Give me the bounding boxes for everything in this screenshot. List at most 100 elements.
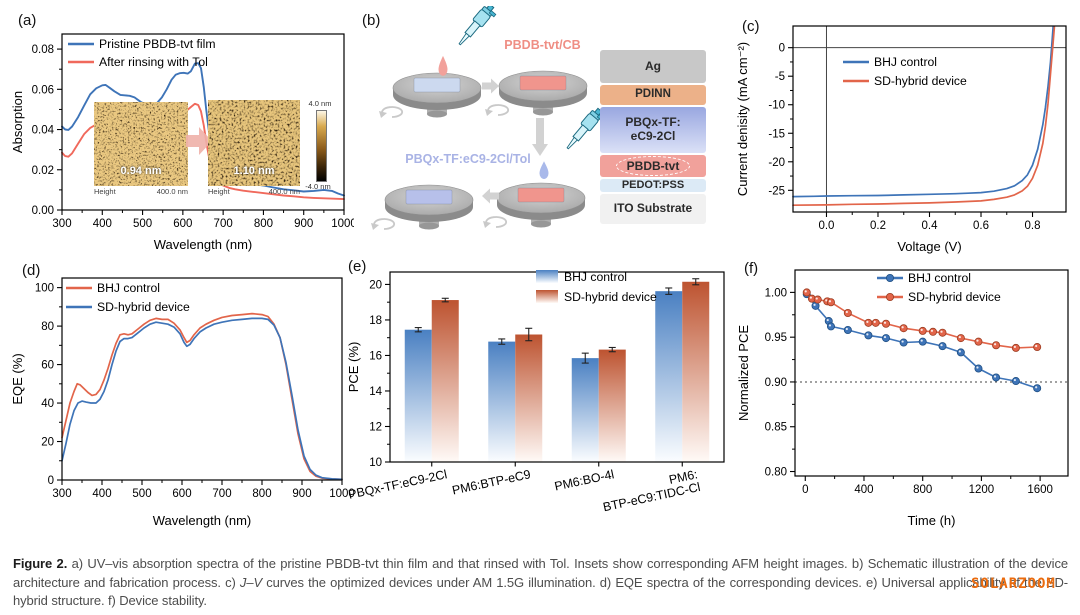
process-arrow: [482, 78, 499, 94]
data-point-highlight: [958, 350, 961, 353]
panel-label-b: (b): [362, 12, 381, 29]
y-tick-label: 0.02: [32, 165, 54, 177]
spin-coater: [483, 182, 586, 228]
x-tick-label: 0.8: [1025, 220, 1041, 232]
panel-label-c: (c): [742, 18, 760, 35]
fabrication-schematic: [371, 6, 605, 230]
legend-label-bhj-control: BHJ control: [97, 281, 160, 295]
x-tick-label: 700: [214, 218, 233, 230]
afm-colorbar: [316, 110, 327, 182]
x-tick-label: 700: [212, 488, 231, 500]
y-tick-label: 12: [369, 421, 382, 433]
tspan: PBQx-TF:eC9-2Cl: [347, 467, 448, 502]
data-point-bhj-control: [956, 348, 965, 357]
x-tick-label: 400: [854, 484, 873, 496]
data-point-highlight: [828, 324, 832, 327]
y-axis-title: Normalized PCE: [736, 325, 751, 421]
series-line-bhj-control: [792, 26, 1054, 198]
chart-e-pce-bars: PBQx-TF:eC9-2Cl PM6:BTP-eC9 PM6:BO-4l PM6:B…: [346, 270, 725, 514]
solution-drop: [539, 161, 549, 179]
pipette-tip: [566, 136, 578, 150]
data-point-sd-hybrid-device: [1033, 343, 1042, 352]
x-axis-title: Wavelength (nm): [154, 237, 253, 252]
x-axis-title: Time (h): [908, 513, 956, 528]
data-point-bhj-control: [918, 337, 927, 346]
colorbar-max-label: 4.0 nm: [308, 99, 332, 108]
chart-f-stability: 0 400 800 1200 1600 0.80 0.85 0.90 0.95 1.00 Time …: [736, 269, 1069, 528]
data-point-highlight: [815, 297, 818, 300]
y-axis: -25 -20 -15 -10 -5 0: [768, 43, 793, 197]
category-label-pm6-btp-ec9-tidc-cl: PM6:BTP-eC9:TIDC-Cl: [599, 467, 702, 514]
y-tick-label: -25: [768, 185, 785, 197]
legend-label-after-rinsing-with-tol: After rinsing with Tol: [99, 55, 208, 69]
data-point-sd-hybrid-device: [974, 337, 983, 346]
series-line-pristine-pbdb-tvt-film: [61, 62, 345, 197]
y-tick-label: 20: [41, 437, 54, 449]
x-tick-label: 0.6: [973, 220, 989, 232]
data-point-bhj-control: [974, 364, 983, 373]
data-point-sd-hybrid-device: [956, 334, 965, 343]
coater-stem-base: [533, 108, 553, 116]
data-point-sd-hybrid-device: [1011, 343, 1020, 352]
data-point-sd-hybrid-device: [826, 298, 835, 307]
data-point-bhj-control: [881, 334, 890, 343]
data-point-highlight: [866, 333, 869, 336]
coater-stem-base: [419, 222, 439, 230]
x-tick-label: 300: [52, 488, 71, 500]
pipette-tip: [458, 32, 470, 46]
chart-c-jv-curves: 0.0 0.2 0.4 0.6 0.8 -25 -20 -15 -10 -5 0 Voltage (V…: [735, 25, 1067, 254]
afm-scale-label: 400.0 nm: [156, 187, 188, 196]
colorbar-min-label: -4.0 nm: [305, 182, 331, 191]
data-point-highlight: [828, 300, 832, 303]
afm-caption-pristine: Height 400.0 nm: [94, 187, 188, 196]
legend-label-bhj-control: BHJ control: [908, 271, 971, 285]
x-tick-label: 800: [254, 218, 273, 230]
x-axis-title: Voltage (V): [897, 239, 961, 254]
data-point-highlight: [976, 366, 979, 369]
y-tick-label: 0: [779, 43, 785, 55]
legend: BHJ control SD-hybrid device: [843, 55, 967, 88]
y-tick-label: 0.06: [32, 84, 54, 96]
legend-label-sd-hybrid-device: SD-hybrid device: [908, 290, 1001, 304]
data-point-sd-hybrid-device: [928, 327, 937, 336]
arrow-shape: [186, 127, 212, 155]
solution-label-pbqx-tol: PBQx-TF:eC9-2Cl/Tol: [405, 152, 531, 166]
data-point-bhj-control: [992, 373, 1001, 382]
data-point-highlight: [866, 320, 869, 323]
y-axis-title: PCE (%): [346, 342, 361, 393]
data-point-highlight: [845, 310, 848, 314]
y-tick-label: -5: [775, 71, 785, 83]
x-tick-label: 300: [52, 218, 71, 230]
rotation-arrowhead: [379, 111, 387, 118]
stack-layer-ag: Ag: [600, 50, 706, 83]
legend: Pristine PBDB-tvt film After rinsing with…: [68, 37, 215, 69]
category-label-pm6-btp-ec9: PM6:BTP-eC9: [451, 467, 532, 497]
data-point-bhj-control: [899, 338, 908, 347]
figure-caption: Figure 2. a) UV–vis absorption spectra o…: [13, 555, 1068, 611]
x-tick-label: 1000: [329, 488, 354, 500]
data-point-highlight: [1035, 344, 1038, 348]
stack-layer-label: ITO Substrate: [613, 201, 693, 216]
rotation-arrow: [373, 218, 396, 230]
category-label-pm6-bo-4l: PM6:BO-4l: [553, 467, 615, 493]
legend: BHJ control SD-hybrid device: [877, 271, 1001, 304]
legend-swatch: [536, 270, 558, 283]
substrate-film: [517, 187, 565, 203]
data-point-highlight: [920, 339, 923, 342]
rotation-arrowhead: [485, 109, 493, 116]
y-tick-label: 0: [48, 475, 54, 487]
legend-swatch: [536, 290, 558, 303]
x-tick-label: 600: [172, 488, 191, 500]
substrate-film: [519, 75, 567, 91]
tspan: PM6:BTP-eC9: [451, 467, 532, 497]
stack-layer-label: PEDOT:PSS: [621, 179, 685, 192]
data-point-bhj-control: [864, 331, 873, 340]
stack-layer-pbqx-tf-ec9-2cl: PBQx-TF: eC9-2Cl: [600, 107, 706, 153]
bar-sd-hybrid-device-pm6-btp-ec9: [515, 334, 543, 462]
substrate-film: [405, 189, 453, 205]
plot-area: [795, 288, 1068, 393]
data-point-highlight: [845, 327, 848, 331]
stack-layer-label: PBDB-tvt: [615, 156, 691, 176]
panel-label-f: (f): [744, 260, 759, 277]
